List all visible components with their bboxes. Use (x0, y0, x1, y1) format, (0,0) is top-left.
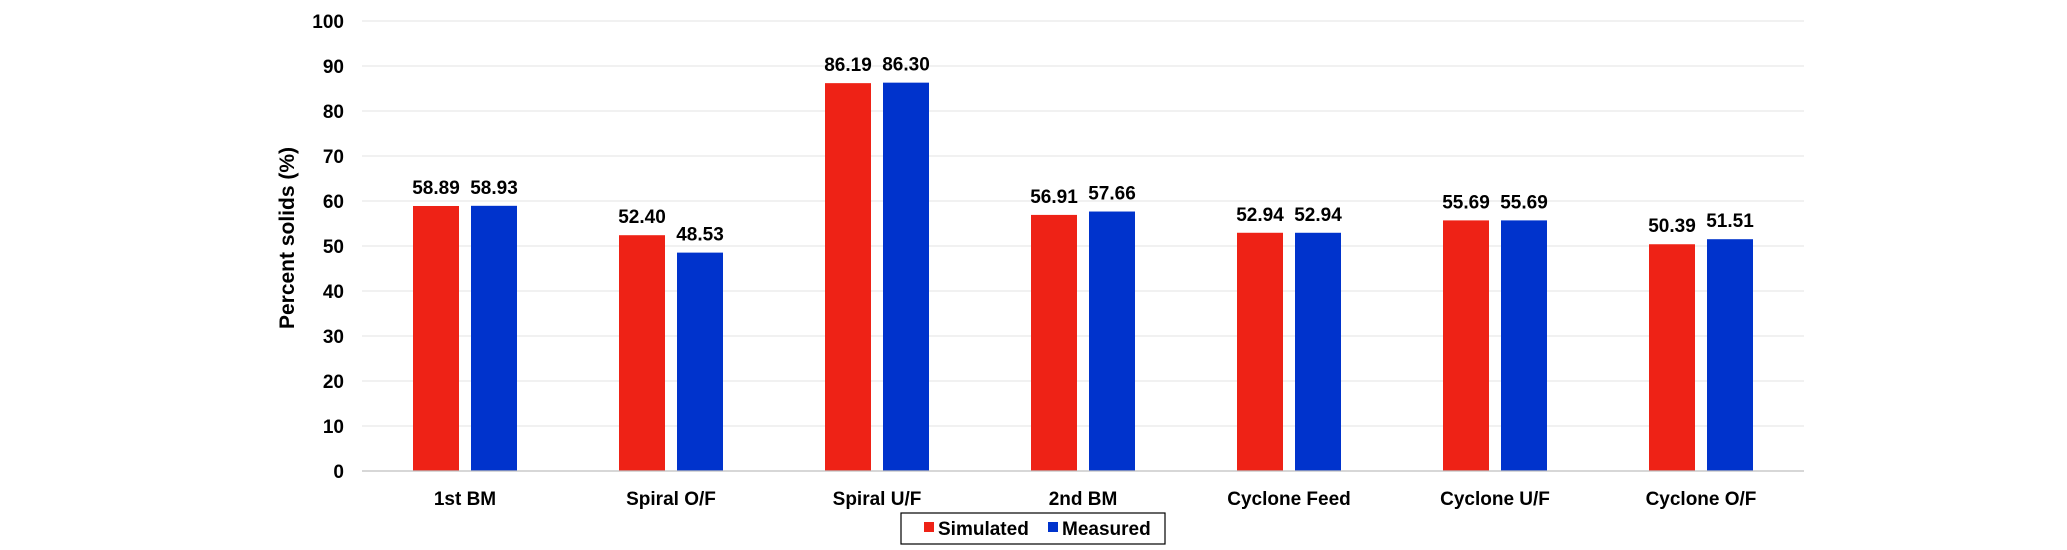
data-label-simulated-6: 55.69 (1442, 192, 1490, 213)
bar-simulated-6 (1443, 220, 1489, 471)
data-labels: 58.89 58.93 52.40 48.53 86.19 86.30 56.91 57.66… (412, 55, 1754, 246)
data-label-measured-1: 58.93 (470, 178, 518, 199)
legend: Simulated Measured (900, 512, 1166, 545)
y-tick-label: 0 (333, 462, 344, 483)
y-tick-label: 10 (323, 417, 344, 438)
x-category-label: 1st BM (434, 489, 496, 510)
bars (413, 82, 1753, 472)
bar-simulated-5 (1237, 232, 1283, 471)
data-label-simulated-1: 58.89 (412, 178, 460, 199)
y-tick-label: 100 (312, 12, 344, 33)
bar-simulated-4 (1031, 214, 1077, 471)
bar-measured-6 (1501, 220, 1547, 471)
legend-swatch-simulated (924, 522, 934, 532)
bar-measured-7 (1707, 239, 1753, 471)
y-axis-title: Percent solids (%) (276, 147, 299, 329)
bar-simulated-7 (1649, 244, 1695, 471)
x-category-label: 2nd BM (1049, 489, 1118, 510)
bar-measured-5 (1295, 232, 1341, 471)
x-category-label: Cyclone O/F (1646, 489, 1757, 510)
y-tick-label: 70 (323, 147, 344, 168)
x-category-label: Spiral U/F (833, 489, 922, 510)
legend-swatch-measured (1048, 522, 1058, 532)
legend-label-measured: Measured (1062, 519, 1151, 540)
data-label-measured-6: 55.69 (1500, 192, 1548, 213)
bar-measured-3 (883, 82, 929, 472)
data-label-simulated-2: 52.40 (618, 207, 666, 228)
data-label-measured-3: 86.30 (882, 55, 930, 76)
y-tick-label: 30 (323, 327, 344, 348)
data-label-measured-4: 57.66 (1088, 184, 1136, 205)
y-tick-label: 50 (323, 237, 344, 258)
y-tick-label: 40 (323, 282, 344, 303)
y-tick-label: 80 (323, 102, 344, 123)
bar-simulated-2 (619, 235, 665, 471)
data-label-measured-5: 52.94 (1294, 205, 1342, 226)
bar-simulated-3 (825, 83, 871, 472)
axes: 0 10 20 30 40 50 60 70 80 90 100 1st BM Spiral O/F Sp… (312, 12, 1804, 510)
y-tick-label: 60 (323, 192, 344, 213)
legend-box (900, 512, 1166, 545)
x-category-label: Spiral O/F (626, 489, 716, 510)
x-category-label: Cyclone U/F (1440, 489, 1550, 510)
data-label-simulated-4: 56.91 (1030, 187, 1078, 208)
bar-measured-4 (1089, 211, 1135, 471)
gridlines (362, 20, 1804, 427)
data-label-simulated-3: 86.19 (824, 55, 872, 76)
x-category-label: Cyclone Feed (1227, 489, 1351, 510)
data-label-measured-2: 48.53 (676, 225, 724, 246)
bar-simulated-1 (413, 205, 459, 471)
bar-measured-1 (471, 205, 517, 471)
y-tick-label: 90 (323, 57, 344, 78)
data-label-simulated-7: 50.39 (1648, 216, 1696, 237)
data-label-simulated-5: 52.94 (1236, 205, 1284, 226)
bar-measured-2 (677, 252, 723, 471)
legend-label-simulated: Simulated (938, 519, 1029, 540)
y-tick-label: 20 (323, 372, 344, 393)
data-label-measured-7: 51.51 (1706, 211, 1754, 232)
